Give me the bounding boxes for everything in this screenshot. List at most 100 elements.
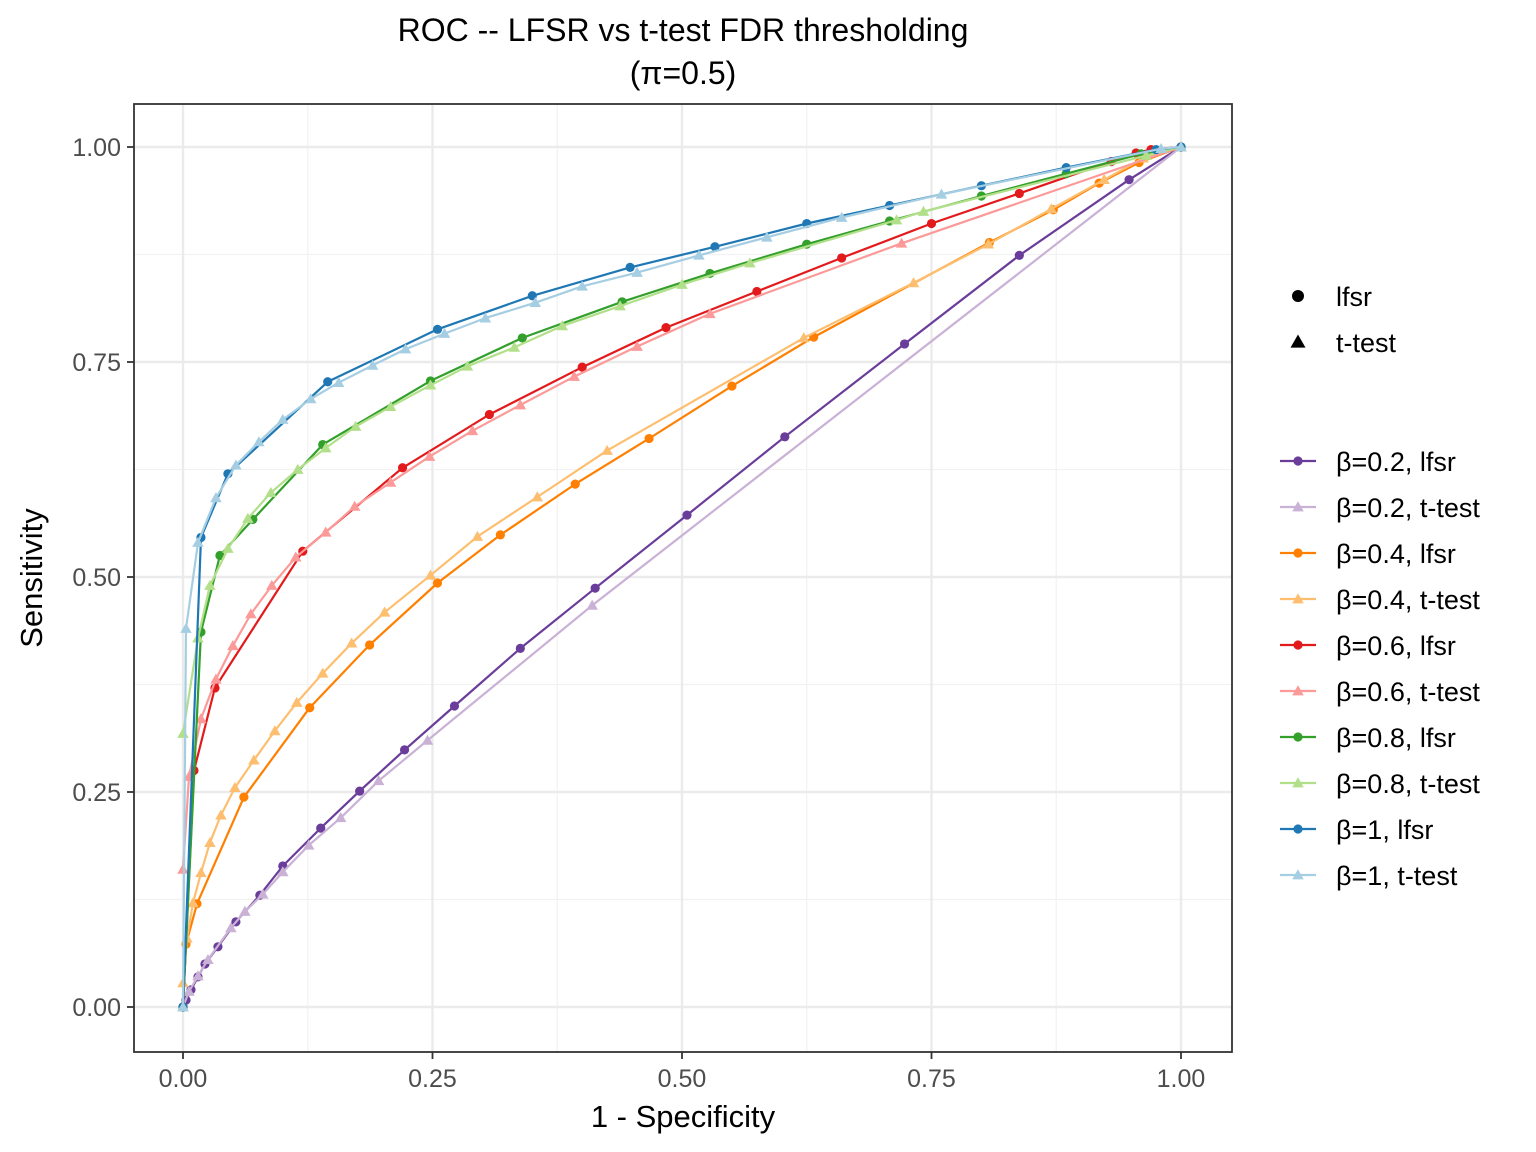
data-point-7-8 [349,420,362,431]
data-point-3-16 [601,444,613,455]
grid [134,104,1232,1052]
data-point-1-2 [192,970,204,981]
y-tick-label-4: 1.00 [72,134,121,162]
data-point-7-16 [744,257,756,268]
data-point-0-18 [1014,250,1024,260]
y-tick-label-3: 0.75 [72,349,121,377]
data-point-8-7 [710,242,720,252]
data-point-5-13 [514,399,527,410]
data-point-9-15 [631,266,643,277]
data-point-7-12 [508,341,521,352]
data-point-5-12 [466,425,479,436]
data-point-9-3 [210,492,222,503]
data-point-1-6 [257,888,269,899]
data-point-7-6 [292,463,304,474]
data-point-0-15 [682,510,692,520]
data-point-1-12 [586,599,598,610]
data-point-3-3 [195,867,207,878]
data-point-9-2 [192,536,204,547]
chart-title: ROC -- LFSR vs t-test FDR thresholding [398,12,969,48]
legend-marker-3 [1292,593,1304,604]
y-tick-label-2: 0.50 [72,564,121,592]
data-point-0-16 [780,432,790,442]
series-7 [177,141,1187,738]
data-point-9-12 [479,312,492,323]
legend-marker-4 [1293,640,1303,650]
data-point-9-21 [1175,141,1187,152]
x-tick-label-4: 1.00 [1157,1065,1206,1093]
data-point-3-8 [269,725,281,736]
data-point-8-5 [527,291,537,301]
data-point-3-15 [531,491,544,502]
data-point-3-20 [1045,203,1058,214]
data-point-7-11 [461,360,474,371]
legend-label-4: β=0.6, lfsr [1336,631,1456,661]
data-point-5-14 [568,370,580,381]
data-point-5-10 [384,476,397,487]
legend-label-7: β=0.8, t-test [1336,769,1480,799]
legend-marker-9 [1292,869,1304,880]
legend-label-9: β=1, t-test [1336,861,1458,891]
data-point-9-6 [277,413,289,424]
data-point-0-10 [355,786,365,796]
series-line-9 [181,145,1182,1008]
data-point-5-7 [290,551,302,562]
x-tick-label-3: 0.75 [907,1065,956,1093]
data-point-8-3 [323,377,333,387]
data-point-3-2 [187,897,199,908]
data-point-7-17 [890,214,903,225]
series-line-3 [181,145,1182,983]
data-point-5-9 [348,500,361,511]
data-point-3-7 [248,754,260,765]
data-point-3-17 [798,332,810,343]
series-layer [177,141,1187,1012]
data-point-6-6 [517,333,527,343]
legend-label-8: β=1, lfsr [1336,815,1433,845]
legend-marker-6 [1293,732,1303,742]
data-point-9-20 [1155,142,1167,154]
data-point-5-4 [227,640,239,651]
shape-legend-label-0: lfsr [1336,282,1372,312]
data-point-9-7 [304,393,317,404]
data-point-5-15 [631,340,643,351]
data-point-9-11 [438,327,451,338]
data-point-3-6 [229,781,241,793]
data-point-2-4 [305,703,315,713]
data-point-5-5 [245,608,257,619]
data-point-1-4 [225,922,237,933]
y-tick-label-0: 0.00 [72,994,121,1022]
data-point-1-5 [239,905,251,916]
data-point-3-14 [471,530,484,541]
color-legend: β=0.2, lfsr β=0.2, t-test β=0.4, lfsr β=0.4… [1280,447,1480,891]
legend-label-5: β=0.6, t-test [1336,677,1480,707]
data-point-4-9 [837,253,847,263]
data-point-9-18 [835,211,848,222]
data-point-9-17 [761,231,773,242]
data-point-9-13 [529,296,542,307]
data-point-4-8 [752,286,762,297]
data-point-7-2 [204,579,216,590]
data-point-0-9 [316,823,326,833]
data-point-2-10 [727,381,737,391]
data-point-5-6 [266,579,278,590]
data-point-2-9 [644,433,654,444]
data-point-5-3 [210,673,222,684]
legend-marker-8 [1293,824,1303,834]
data-point-9-19 [935,188,948,199]
x-tick-label-0: 0.00 [159,1065,208,1093]
legend-marker-2 [1293,548,1303,558]
data-point-2-3 [239,792,249,802]
data-point-9-1 [180,622,192,633]
plot-panel-border [133,103,1233,1053]
data-point-9-10 [399,343,412,354]
data-point-4-7 [661,323,671,333]
data-point-0-17 [899,339,910,349]
data-point-7-7 [319,442,332,453]
data-point-5-8 [319,526,332,537]
data-point-3-12 [378,606,391,617]
y-tick-label-1: 0.25 [72,779,121,807]
shape-legend-key-1 [1290,334,1306,348]
data-point-5-2 [195,713,207,724]
data-point-1-8 [302,839,315,850]
